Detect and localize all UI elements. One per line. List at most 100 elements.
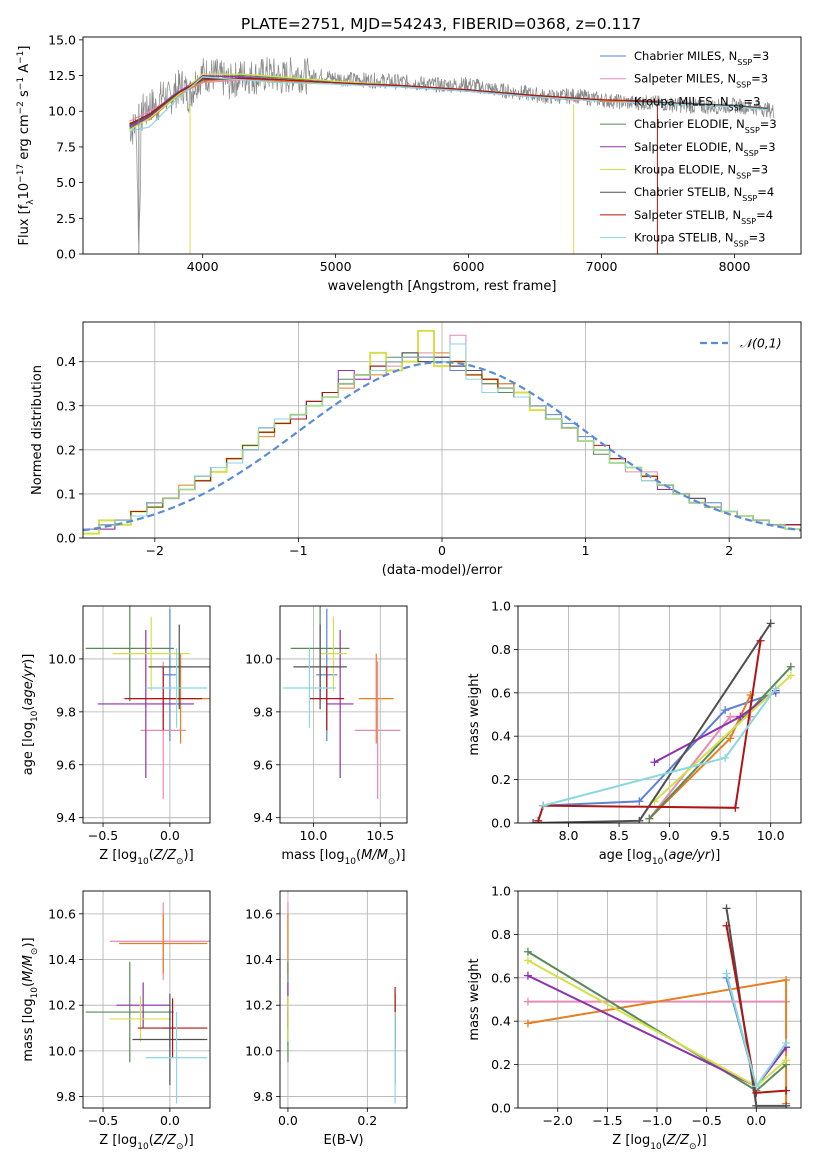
y-axis-label-part: A	[17, 64, 32, 77]
x-axis-label-part: log	[325, 848, 345, 863]
legend-entry: Salpeter STELIB, NSSP=4	[634, 208, 773, 226]
weight-marker	[786, 662, 795, 671]
y-tick-label: 9.8	[56, 1089, 76, 1104]
y-axis-label-part: mass [	[21, 1018, 36, 1061]
weight-marker	[782, 1101, 791, 1108]
panel-age_vs_Z: −0.5 0.09.49.69.810.0Z [log10(Z/Z⊙)]age […	[21, 605, 211, 867]
x-tick-label: 0.0	[278, 1113, 298, 1128]
weight-marker	[523, 971, 532, 980]
legend-entry-sub: SSP	[744, 148, 759, 157]
weight-marker	[523, 997, 532, 1006]
y-tick-label: 0.2	[491, 1057, 511, 1072]
legend-entry-tail: =3	[760, 117, 777, 131]
weight-marker	[635, 816, 644, 823]
y-axis-label-part: age [	[21, 742, 36, 775]
x-axis-label-part: )]	[184, 848, 194, 863]
y-axis-label-part: Normed distribution	[30, 365, 45, 495]
y-tick-label: 10.6	[245, 906, 273, 921]
legend-entry-main: Salpeter ELODIE, N	[634, 140, 744, 154]
y-axis-label-part: 10	[30, 710, 40, 722]
legend-entry: Kroupa STELIB, NSSP=3	[634, 231, 765, 249]
panel-spectrum: 4000 5000 6000 7000 8000 0.0 2.5 5.0 7.5 10.0 12.5…	[16, 32, 802, 294]
x-axis-label-part: mass [	[281, 848, 324, 863]
x-axis-label-part: 10	[652, 857, 664, 867]
model-line	[129, 77, 658, 125]
x-tick-label: −1.0	[642, 1113, 672, 1128]
y-axis-label: mass weight	[467, 673, 482, 755]
x-axis-label-part: log	[632, 848, 652, 863]
x-axis-label: Z [log10(Z/Z⊙)]	[99, 848, 193, 867]
y-axis-label-part: age/yr	[21, 662, 36, 705]
legend-entry-sub: SSP	[729, 103, 744, 112]
axes-frame	[82, 321, 802, 539]
x-axis-label-part: ⊙	[176, 1142, 184, 1152]
y-axis-label-part: 10	[30, 987, 40, 999]
y-tick-label: 10.2	[48, 998, 76, 1013]
weight-marker	[752, 1082, 761, 1091]
y-axis-label-part: 10	[17, 183, 32, 200]
x-tick-label: −0.5	[88, 828, 118, 843]
plot-area	[83, 606, 210, 823]
x-axis-label-part: )]	[710, 848, 720, 863]
plot-area	[280, 891, 407, 1108]
y-tick-label: 10.0	[48, 104, 76, 119]
x-axis-label-part: M/M	[361, 848, 388, 863]
panel-age_vs_mass: 10.0 10.5 9.4 9.6 9.8 10.0 mass [log10(M/M⊙)]	[245, 605, 408, 867]
x-axis-label-part: ⊙	[176, 857, 184, 867]
x-tick-label: −1	[289, 543, 307, 558]
y-tick-label: 1.0	[491, 884, 511, 899]
weight-marker	[523, 947, 532, 956]
x-axis-label-part: age [	[599, 848, 632, 863]
legend-entry-sub: SSP	[741, 216, 756, 225]
x-axis-label-part: (	[662, 1133, 667, 1148]
legend-entry: Chabrier MILES, NSSP=3	[634, 49, 769, 67]
model-line	[129, 76, 768, 132]
x-axis-label-part: (	[149, 1133, 154, 1148]
x-axis-label: wavelength [Angstrom, rest frame]	[328, 279, 557, 294]
x-tick-label: 8.5	[609, 828, 629, 843]
y-tick-label: 2.5	[56, 211, 76, 226]
x-axis-label-part: (	[663, 848, 668, 863]
x-tick-label: −2.0	[543, 1113, 573, 1128]
weight-marker	[721, 706, 730, 715]
y-axis-label-part: mass weight	[467, 673, 482, 755]
y-axis-label-part: ⊙	[30, 948, 40, 956]
x-tick-label: 0	[438, 543, 446, 558]
y-tick-label: 10.6	[48, 906, 76, 921]
axes-frame	[517, 605, 802, 824]
x-axis-label-part: 10	[345, 857, 357, 867]
y-tick-label: 0.4	[491, 1014, 511, 1029]
legend-entry-tail: =3	[751, 72, 768, 86]
x-axis-label: mass [log10(M/M⊙)]	[281, 848, 405, 867]
x-tick-label: 5000	[320, 259, 352, 274]
y-axis-label: age [log10(age/yr)]	[21, 654, 40, 776]
weight-marker	[782, 975, 791, 984]
y-tick-label: 9.6	[56, 757, 76, 772]
panel-mass_weight_vs_Z: −2.0 −1.5 −1.0 −0.5 0.0 0.0 0.2 0.4 0.6 0.8 1.0 Z […	[467, 884, 802, 1152]
legend-entry-sub: SSP	[742, 194, 757, 203]
legend-entry: Chabrier STELIB, NSSP=4	[634, 185, 774, 203]
legend-entry-main: Kroupa STELIB, N	[634, 231, 734, 245]
y-tick-label: 9.8	[56, 704, 76, 719]
y-axis-label: Flux [fλ10−17 erg cm−2 s−1 A−1]	[16, 46, 36, 246]
legend-entry: Kroupa ELODIE, NSSP=3	[634, 163, 768, 181]
weight-marker	[786, 671, 795, 680]
legend-entry-sub: SSP	[737, 58, 752, 67]
weight-line	[653, 674, 792, 803]
y-tick-label: 0.8	[491, 927, 511, 942]
panel-mass_vs_Z: −0.5 0.09.810.010.210.410.6Z [log10(Z/Z⊙)…	[21, 890, 211, 1152]
y-tick-label: 10.4	[48, 952, 76, 967]
legend-entry-main: Chabrier MILES, N	[634, 49, 737, 63]
x-tick-label: −1.5	[592, 1113, 622, 1128]
y-tick-label: 0.0	[56, 247, 76, 262]
legend: 𝒩(0,1)	[700, 336, 782, 351]
weight-marker	[529, 819, 538, 823]
x-axis-label-part: Z [	[99, 848, 117, 863]
x-axis-label-part: log	[117, 848, 137, 863]
x-axis-label-part: age/yr	[668, 848, 711, 863]
y-tick-label: 0.0	[56, 531, 76, 546]
x-axis-label-part: 10	[650, 1142, 662, 1152]
x-tick-label: 0.0	[160, 828, 180, 843]
x-tick-label: −0.5	[691, 1113, 721, 1128]
